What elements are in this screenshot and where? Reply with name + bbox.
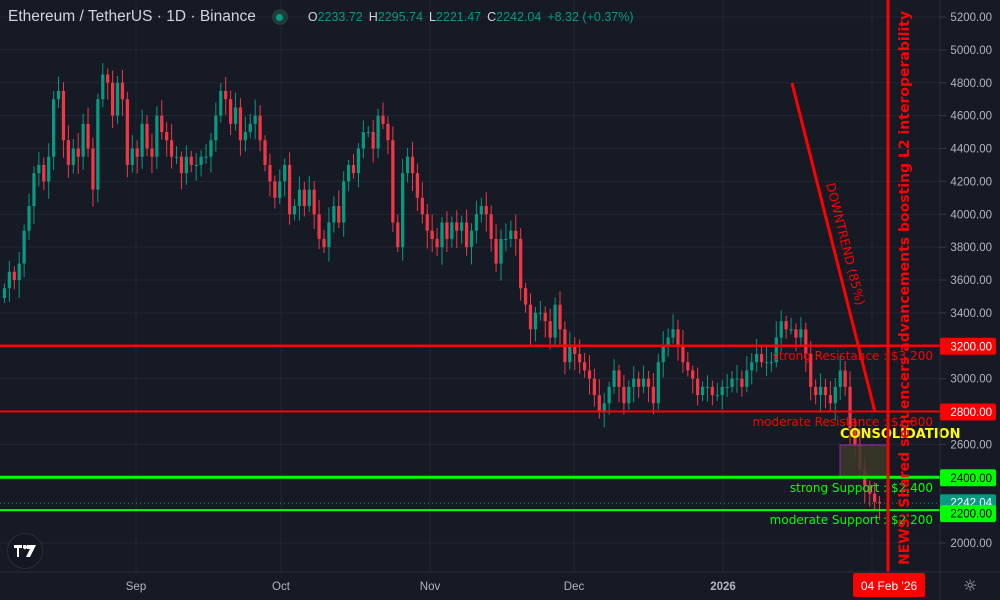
close-label: C [487, 10, 497, 24]
svg-text:4000.00: 4000.00 [950, 209, 992, 221]
svg-text:Oct: Oct [272, 581, 291, 593]
close-value: 2242.04 [496, 10, 542, 24]
svg-text:3400.00: 3400.00 [950, 308, 992, 320]
svg-text:4600.00: 4600.00 [950, 111, 992, 123]
high-label: H [368, 10, 378, 24]
svg-text:3800.00: 3800.00 [950, 242, 992, 254]
chart-header: Ethereum / TetherUS · 1D · Binance O 2233… [8, 6, 634, 28]
ohlc-values: O 2233.72 H 2295.74 L 2221.47 C 2242.04 +8.3… [302, 10, 634, 24]
svg-text:2800.00: 2800.00 [950, 407, 992, 419]
svg-text:2600.00: 2600.00 [950, 439, 992, 451]
svg-text:2000.00: 2000.00 [950, 538, 992, 550]
svg-text:NEWS: Shared sequencers advanc: NEWS: Shared sequencers advancements boo… [897, 11, 913, 565]
low-label: L [428, 10, 436, 24]
svg-text:2200.00: 2200.00 [950, 509, 992, 521]
svg-text:strong Resistance : $3,200: strong Resistance : $3,200 [773, 349, 933, 363]
svg-text:DOWNTREND (85%): DOWNTREND (85%) [823, 181, 868, 307]
svg-text:4800.00: 4800.00 [950, 78, 992, 90]
svg-text:2400.00: 2400.00 [950, 473, 992, 485]
svg-text:Nov: Nov [420, 581, 441, 593]
svg-text:3000.00: 3000.00 [950, 374, 992, 386]
candles [2, 63, 882, 521]
tradingview-logo-icon[interactable] [7, 533, 43, 569]
low-value: 2221.47 [435, 10, 482, 24]
svg-text:CONSOLIDATION: CONSOLIDATION [840, 427, 961, 442]
high-value: 2295.74 [377, 10, 423, 24]
open-label: O [307, 10, 318, 24]
svg-text:4400.00: 4400.00 [950, 144, 992, 156]
svg-text:4200.00: 4200.00 [950, 176, 992, 188]
svg-text:3600.00: 3600.00 [950, 275, 992, 287]
change-value: +8.32 (+0.37%) [547, 10, 634, 24]
svg-text:moderate Support : $2,200: moderate Support : $2,200 [770, 513, 933, 527]
symbol-title[interactable]: Ethereum / TetherUS · 1D · Binance [8, 8, 256, 25]
svg-text:strong Support : $2,400: strong Support : $2,400 [790, 481, 933, 495]
svg-text:Dec: Dec [564, 581, 585, 593]
settings-gear-icon[interactable]: ☼ [962, 576, 978, 595]
svg-text:5000.00: 5000.00 [950, 45, 992, 57]
svg-text:5200.00: 5200.00 [950, 12, 992, 24]
market-status-icon[interactable] [271, 9, 288, 25]
svg-text:Sep: Sep [126, 581, 146, 593]
svg-text:3200.00: 3200.00 [950, 341, 992, 353]
open-value: 2233.72 [317, 10, 363, 24]
svg-text:04 Feb '26: 04 Feb '26 [861, 579, 918, 593]
svg-text:2026: 2026 [710, 581, 736, 593]
